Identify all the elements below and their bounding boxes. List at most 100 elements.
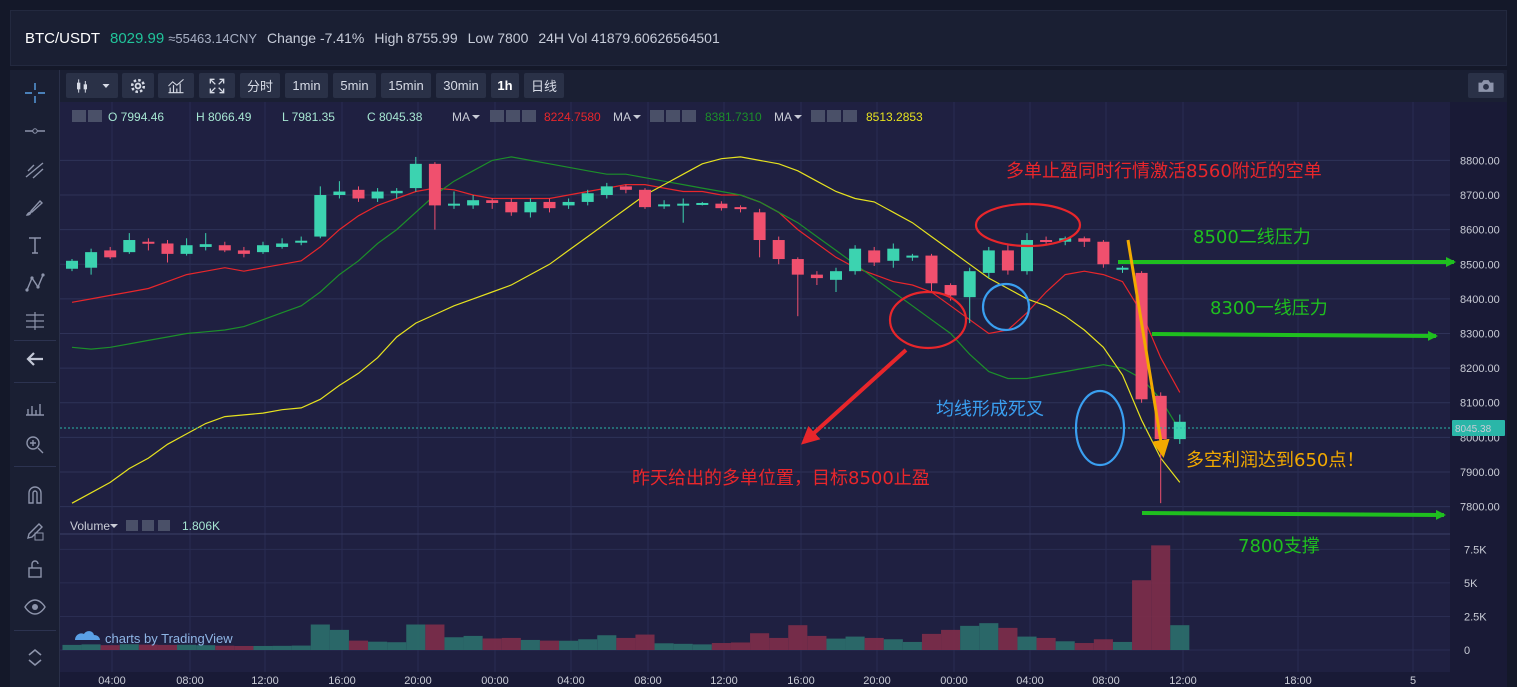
candle [772,236,785,265]
volume-bar [539,640,560,650]
toolbar-divider [14,630,56,631]
volume-bar [253,645,273,650]
chart-type-button[interactable] [66,73,118,98]
volume-bar [196,645,216,650]
candle [1040,236,1053,244]
legend-high: H 8066.49 [196,110,252,124]
pattern-icon[interactable] [10,268,60,298]
screenshot-button[interactable] [1468,73,1504,98]
price-tick-label: 8400.00 [1460,294,1500,306]
ma2-label[interactable]: MA [613,110,631,124]
magnet-icon[interactable] [10,480,60,510]
candle-body [66,260,78,269]
candle-body [925,255,938,284]
change-stat: Change -7.41% [267,30,365,46]
candle [486,198,499,209]
timeframe-5min[interactable]: 5min [333,73,376,98]
legend-gear-icon[interactable] [88,110,102,122]
volume-bar [1074,643,1094,650]
volume-gear-icon[interactable] [142,520,154,531]
yesterday-position-note: 昨天给出的多单位置，目标8500止盈 [632,468,930,489]
time-tick-label: 04:00 [98,675,126,687]
candle [887,243,900,268]
unlock-icon[interactable] [10,554,60,584]
volume-bar [1132,580,1152,650]
timeframe-timeshare[interactable]: 分时 [240,73,280,98]
ma1-label[interactable]: MA [452,110,470,124]
price-tick-label: 8300.00 [1460,329,1500,341]
ma1-eye-icon[interactable] [490,110,504,122]
collapse-toolbar-icon[interactable] [10,642,60,672]
ma2-close-icon[interactable] [682,110,696,122]
measure-icon[interactable] [10,306,60,336]
ma3-label[interactable]: MA [774,110,792,124]
candle-body [409,163,422,189]
high-stat: High 8755.99 [374,30,458,46]
time-axis-background [60,672,1507,687]
legend-eye-icon[interactable] [72,110,86,122]
blue-circle-cross [981,282,1031,332]
candle-body [218,245,231,251]
text-tool-icon[interactable] [10,230,60,260]
indicators-button[interactable] [158,73,194,98]
price-tick-label: 8500.00 [1460,259,1500,271]
settings-button[interactable] [122,73,154,98]
timeframe-day[interactable]: 日线 [524,73,564,98]
ma3-eye-icon[interactable] [811,110,825,122]
crosshair-icon[interactable] [10,78,60,108]
zoom-in-icon[interactable] [10,430,60,460]
low-stat: Low 7800 [467,30,529,46]
timeframe-30min[interactable]: 30min [436,73,486,98]
lock-drawing-icon[interactable] [10,516,60,546]
eye-icon[interactable] [10,592,60,622]
timeframe-15min[interactable]: 15min [381,73,431,98]
trend-lines-icon[interactable] [10,154,60,184]
volume-bar [520,639,540,650]
candle-body [428,163,441,206]
candle-body [1001,250,1014,271]
ma3-close-icon[interactable] [843,110,857,122]
pair-name[interactable]: BTC/USDT [25,29,100,47]
fullscreen-button[interactable] [199,73,235,98]
chart-area[interactable]: 8800.00 8700.00 8600.00 8500.00 8400.00 8300.… [60,102,1507,687]
time-tick-label: 12:00 [710,675,738,687]
timeframe-1h[interactable]: 1h [491,73,519,98]
candle [581,189,594,206]
volume-bar [425,624,445,650]
ma2-eye-icon[interactable] [650,110,664,122]
candle-body [161,243,174,254]
candles-icon [77,78,87,93]
toolbar-divider [14,382,56,383]
timeframe-1min[interactable]: 1min [285,73,328,98]
volume-bar [215,645,235,650]
ma3-gear-icon[interactable] [827,110,841,122]
price-tick-label: 7800.00 [1460,502,1500,514]
candles [66,156,1186,504]
price-chart[interactable]: 8800.00 8700.00 8600.00 8500.00 8400.00 8300.… [60,102,1507,687]
horizontal-line-icon[interactable] [10,116,60,146]
volume-bar [597,635,617,650]
ma1-close-icon[interactable] [522,110,536,122]
volume-label[interactable]: Volume [70,519,110,533]
ticker-bar: BTC/USDT 8029.99 ≈55463.14CNY Change -7.… [10,10,1507,66]
ma1-value: 8224.7580 [544,110,601,124]
candle [696,201,709,206]
candle [142,238,155,251]
candle [237,246,250,258]
candle [925,253,938,292]
ma1-gear-icon[interactable] [506,110,520,122]
time-tick-label: 08:00 [1092,675,1120,687]
price-axis-background [1450,102,1507,672]
back-arrow-icon[interactable] [10,344,60,374]
brush-icon[interactable] [10,192,60,222]
candle-body [104,250,117,258]
tradingview-watermark[interactable]: charts by TradingView [75,631,233,646]
volume-close-icon[interactable] [158,520,170,531]
volume-eye-icon[interactable] [126,520,138,531]
ma2-gear-icon[interactable] [666,110,680,122]
candle-body [1097,241,1110,265]
ruler-icon[interactable] [10,392,60,422]
candle [505,198,518,216]
candle-body [1116,267,1129,270]
